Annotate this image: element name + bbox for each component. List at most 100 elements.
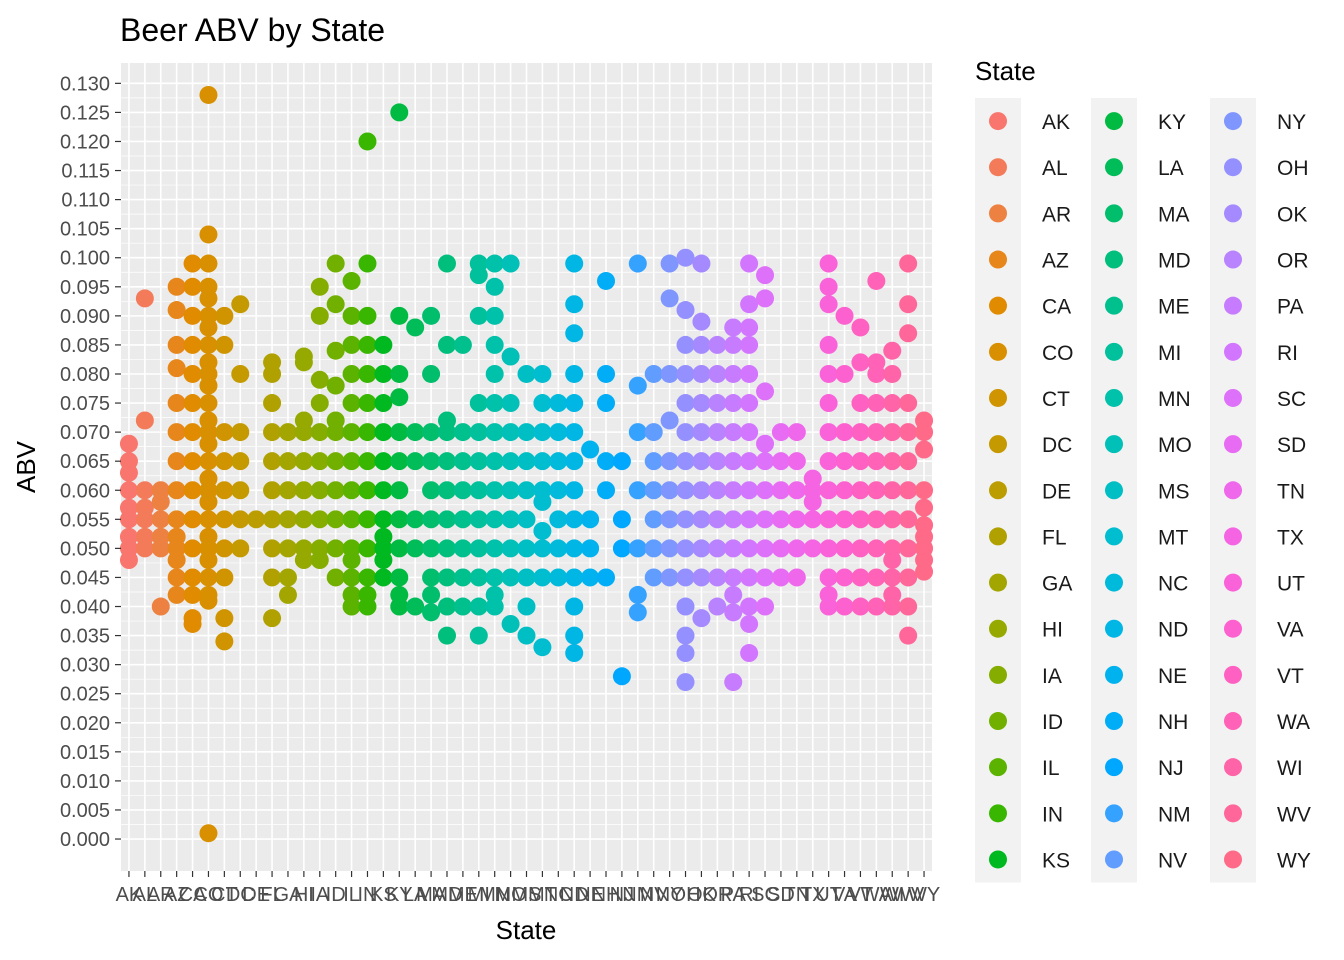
legend-label-ut: UT	[1277, 573, 1305, 596]
legend-key-la	[1105, 158, 1123, 177]
point-md	[437, 254, 456, 273]
y-tick-label: 0.100	[60, 248, 110, 270]
point-mo	[501, 568, 520, 587]
legend-label-nc: NC	[1158, 573, 1188, 596]
point-or	[708, 394, 727, 413]
point-co	[199, 510, 218, 529]
point-fl	[263, 353, 282, 372]
point-id	[326, 411, 345, 430]
point-il	[342, 481, 361, 500]
point-oh	[676, 510, 695, 529]
point-wv	[899, 295, 918, 314]
point-ca	[183, 364, 202, 383]
point-al	[135, 498, 154, 517]
x-tick-label: OK	[687, 884, 717, 906]
legend-label-wa: WA	[1277, 711, 1310, 734]
point-ut	[819, 335, 838, 354]
x-tick-label: MO	[494, 884, 526, 906]
point-nd	[565, 644, 584, 663]
point-nc	[549, 568, 568, 587]
point-wy	[915, 411, 934, 430]
point-id	[326, 568, 345, 587]
point-oh	[676, 452, 695, 471]
legend-label-hi: HI	[1042, 619, 1063, 642]
point-ga	[278, 481, 297, 500]
point-az	[167, 359, 186, 378]
point-nm	[628, 376, 647, 395]
point-il	[342, 568, 361, 587]
point-ca	[183, 277, 202, 296]
x-tick-label: NV	[640, 884, 668, 906]
legend-label-wv: WV	[1277, 803, 1311, 826]
point-ky	[390, 539, 409, 558]
y-tick-label: 0.025	[60, 684, 110, 706]
point-sc	[756, 568, 775, 587]
point-or	[708, 335, 727, 354]
point-ri	[740, 644, 759, 663]
point-md	[437, 568, 456, 587]
point-dc	[231, 481, 250, 500]
legend-key-fl	[989, 527, 1007, 546]
point-pa	[724, 510, 743, 529]
x-tick-label: KY	[386, 884, 413, 906]
point-me	[453, 423, 472, 442]
x-tick-label: DE	[242, 884, 270, 906]
point-oh	[676, 364, 695, 383]
point-il	[342, 271, 361, 290]
point-ga	[278, 568, 297, 587]
point-ok	[692, 609, 711, 628]
point-ri	[740, 452, 759, 471]
legend-key-wa	[1224, 712, 1242, 731]
legend-key-hi	[989, 619, 1007, 638]
point-wa	[867, 423, 886, 442]
point-nh	[597, 481, 616, 500]
x-tick-label: TX	[800, 884, 826, 906]
point-me	[453, 597, 472, 616]
legend-key-sc	[1224, 388, 1242, 407]
chart-title: Beer ABV by State	[120, 12, 385, 48]
x-tick-label: IL	[343, 884, 360, 906]
legend-key-wi	[1224, 758, 1242, 777]
point-wa	[867, 481, 886, 500]
point-ri	[740, 364, 759, 383]
point-fl	[263, 394, 282, 413]
point-vt	[851, 597, 870, 616]
x-tick-label: SC	[751, 884, 779, 906]
point-ri	[740, 614, 759, 633]
legend-key-ri	[1224, 342, 1242, 361]
point-ky	[390, 452, 409, 471]
point-nj	[612, 539, 631, 558]
point-ny	[660, 568, 679, 587]
point-co	[199, 394, 218, 413]
x-tick-label: CO	[193, 884, 223, 906]
point-nc	[549, 423, 568, 442]
point-pa	[724, 539, 743, 558]
point-md	[437, 539, 456, 558]
point-vt	[851, 452, 870, 471]
point-nv	[644, 539, 663, 558]
x-tick-label: CA	[179, 884, 207, 906]
point-mi	[469, 510, 488, 529]
point-ms	[517, 452, 536, 471]
point-ar	[151, 510, 170, 529]
point-vt	[851, 568, 870, 587]
point-wi	[883, 364, 902, 383]
point-ia	[310, 306, 329, 325]
point-al	[135, 411, 154, 430]
point-vt	[851, 394, 870, 413]
point-ct	[215, 423, 234, 442]
point-nc	[549, 394, 568, 413]
point-ca	[183, 510, 202, 529]
point-pa	[724, 673, 743, 692]
point-ks	[374, 394, 393, 413]
point-oh	[676, 539, 695, 558]
x-tick-label: NC	[544, 884, 573, 906]
point-ak	[119, 527, 138, 546]
point-id	[326, 510, 345, 529]
point-ma	[422, 585, 441, 604]
point-co	[199, 277, 218, 296]
legend-label-wi: WI	[1277, 757, 1303, 780]
point-ne	[581, 568, 600, 587]
point-ak	[119, 481, 138, 500]
point-tx	[803, 469, 822, 488]
